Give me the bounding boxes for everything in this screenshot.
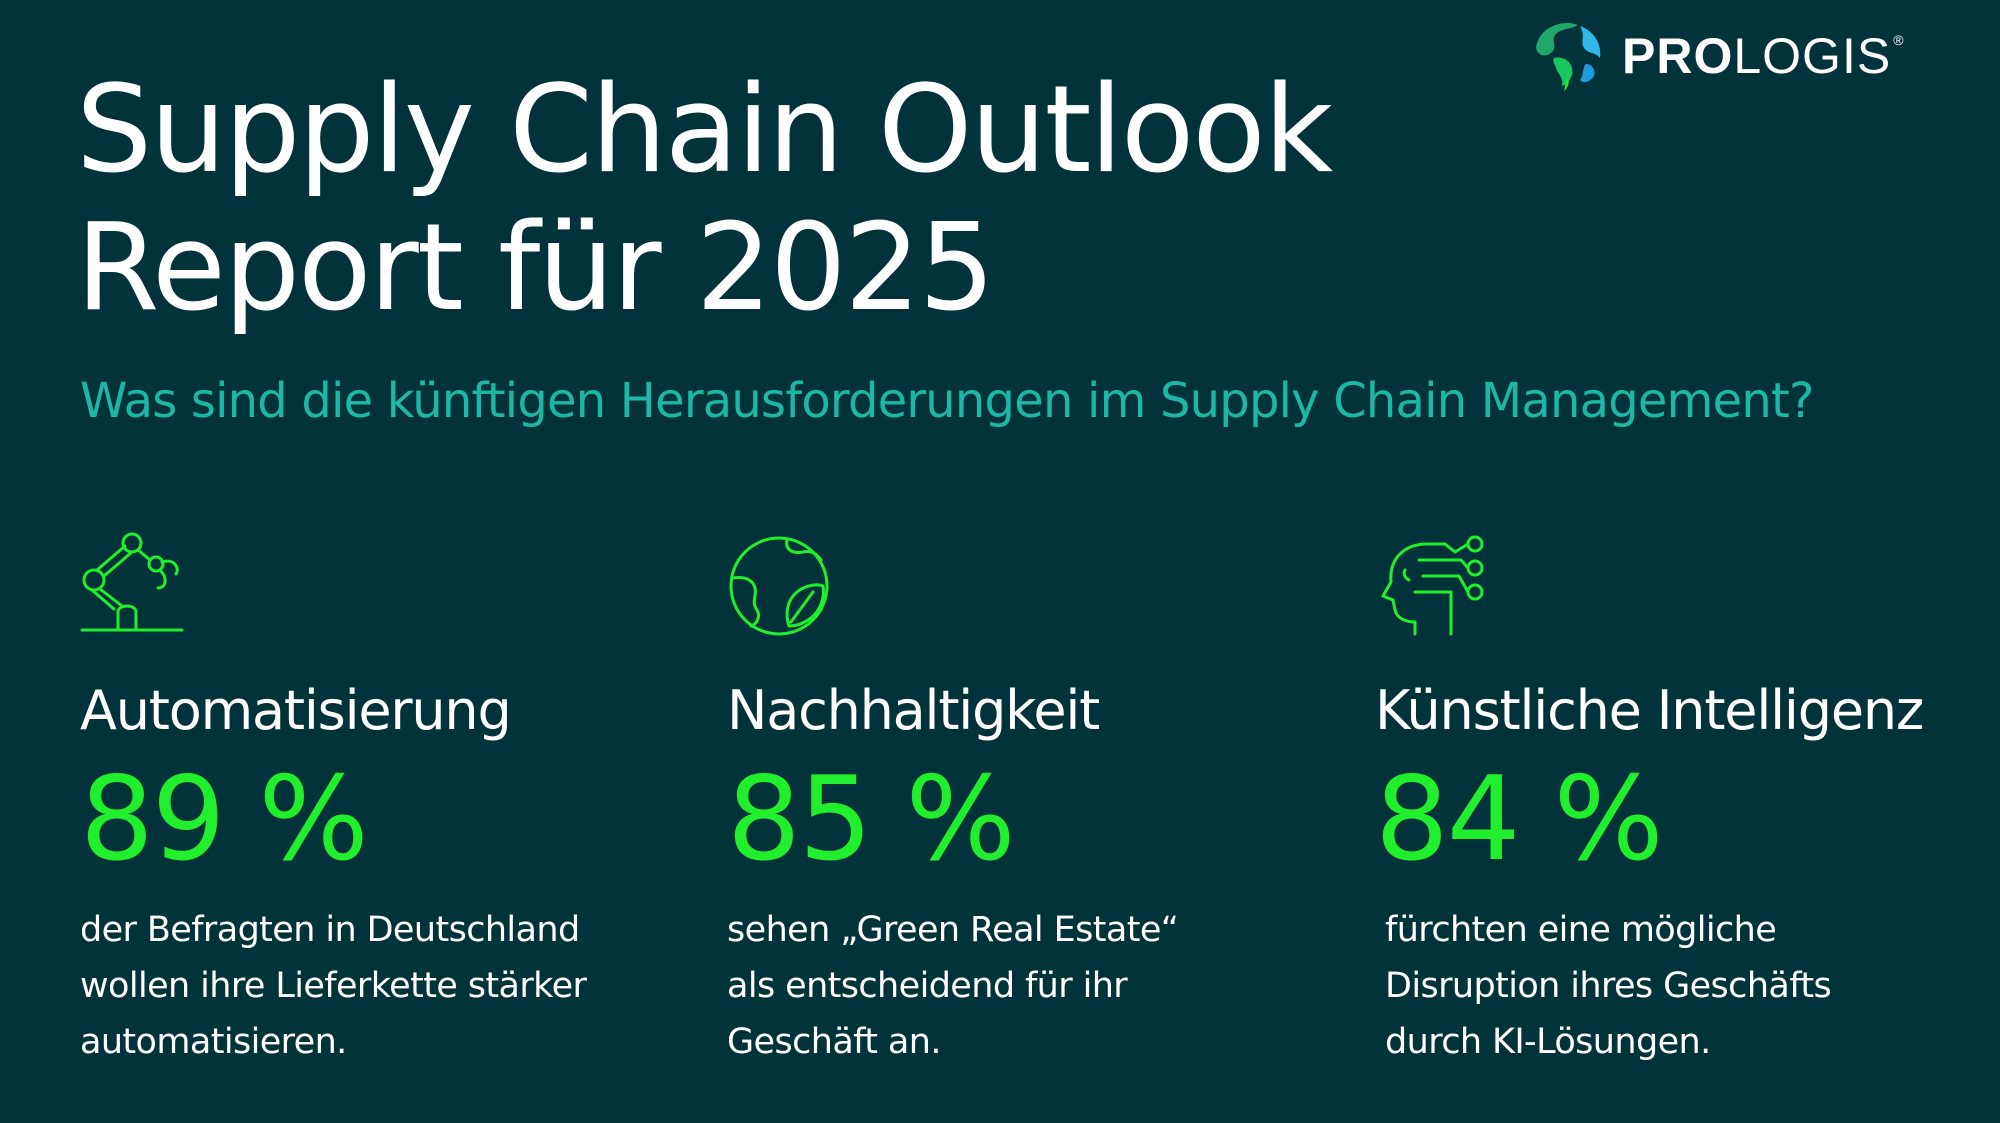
title-line-2: Report für 2025	[76, 199, 995, 338]
stat-value: 89 %	[80, 752, 369, 887]
stat-description-line: sehen „Green Real Estate“	[727, 910, 1179, 950]
stat-heading: Automatisierung	[80, 679, 512, 742]
logo-text-regular: LOGIS	[1733, 28, 1892, 84]
stat-value: 85 %	[727, 752, 1016, 887]
logo-wordmark: PROLOGIS ®	[1622, 31, 1905, 81]
stat-description: fürchten eine mögliche Disruption ihres …	[1385, 902, 2000, 1070]
prologis-logo: PROLOGIS ®	[1528, 18, 1905, 94]
stat-description-line: automatisieren.	[80, 1022, 347, 1062]
stat-description: der Befragten in Deutschland wollen ihre…	[80, 902, 700, 1070]
globe-leaf-icon	[729, 536, 829, 636]
stat-description-line: Disruption ihres Geschäfts	[1385, 966, 1832, 1006]
title-line-1: Supply Chain Outlook	[76, 61, 1333, 200]
globe-logo-icon	[1532, 22, 1601, 91]
stat-description-line: Geschäft an.	[727, 1022, 941, 1062]
stat-nachhaltigkeit: Nachhaltigkeit 85 % sehen „Green Real Es…	[727, 530, 1347, 1062]
stat-description-line: fürchten eine mögliche	[1385, 910, 1777, 950]
logo-text-bold: PRO	[1622, 28, 1734, 84]
stat-description: sehen „Green Real Estate“ als entscheide…	[727, 902, 1347, 1070]
stat-kuenstliche-intelligenz: Künstliche Intelligenz 84 % fürchten ein…	[1375, 530, 1995, 1062]
stat-description-line: durch KI-Lösungen.	[1385, 1022, 1711, 1062]
robot-arm-icon	[80, 532, 184, 632]
stat-description-line: als entscheidend für ihr	[727, 966, 1128, 1006]
stat-heading: Künstliche Intelligenz	[1375, 679, 1924, 742]
stat-description-line: der Befragten in Deutschland	[80, 910, 580, 950]
ai-head-icon	[1381, 535, 1484, 636]
registered-mark: ®	[1893, 32, 1905, 48]
page-title: Supply Chain Outlook Report für 2025	[76, 61, 1333, 338]
page-subtitle: Was sind die künftigen Herausforderungen…	[80, 373, 1814, 429]
stat-description-line: wollen ihre Lieferkette stärker	[80, 966, 587, 1006]
stat-value: 84 %	[1375, 752, 1664, 887]
stat-automatisierung: Automatisierung 89 % der Befragten in De…	[80, 530, 700, 1062]
stat-heading: Nachhaltigkeit	[727, 679, 1100, 742]
